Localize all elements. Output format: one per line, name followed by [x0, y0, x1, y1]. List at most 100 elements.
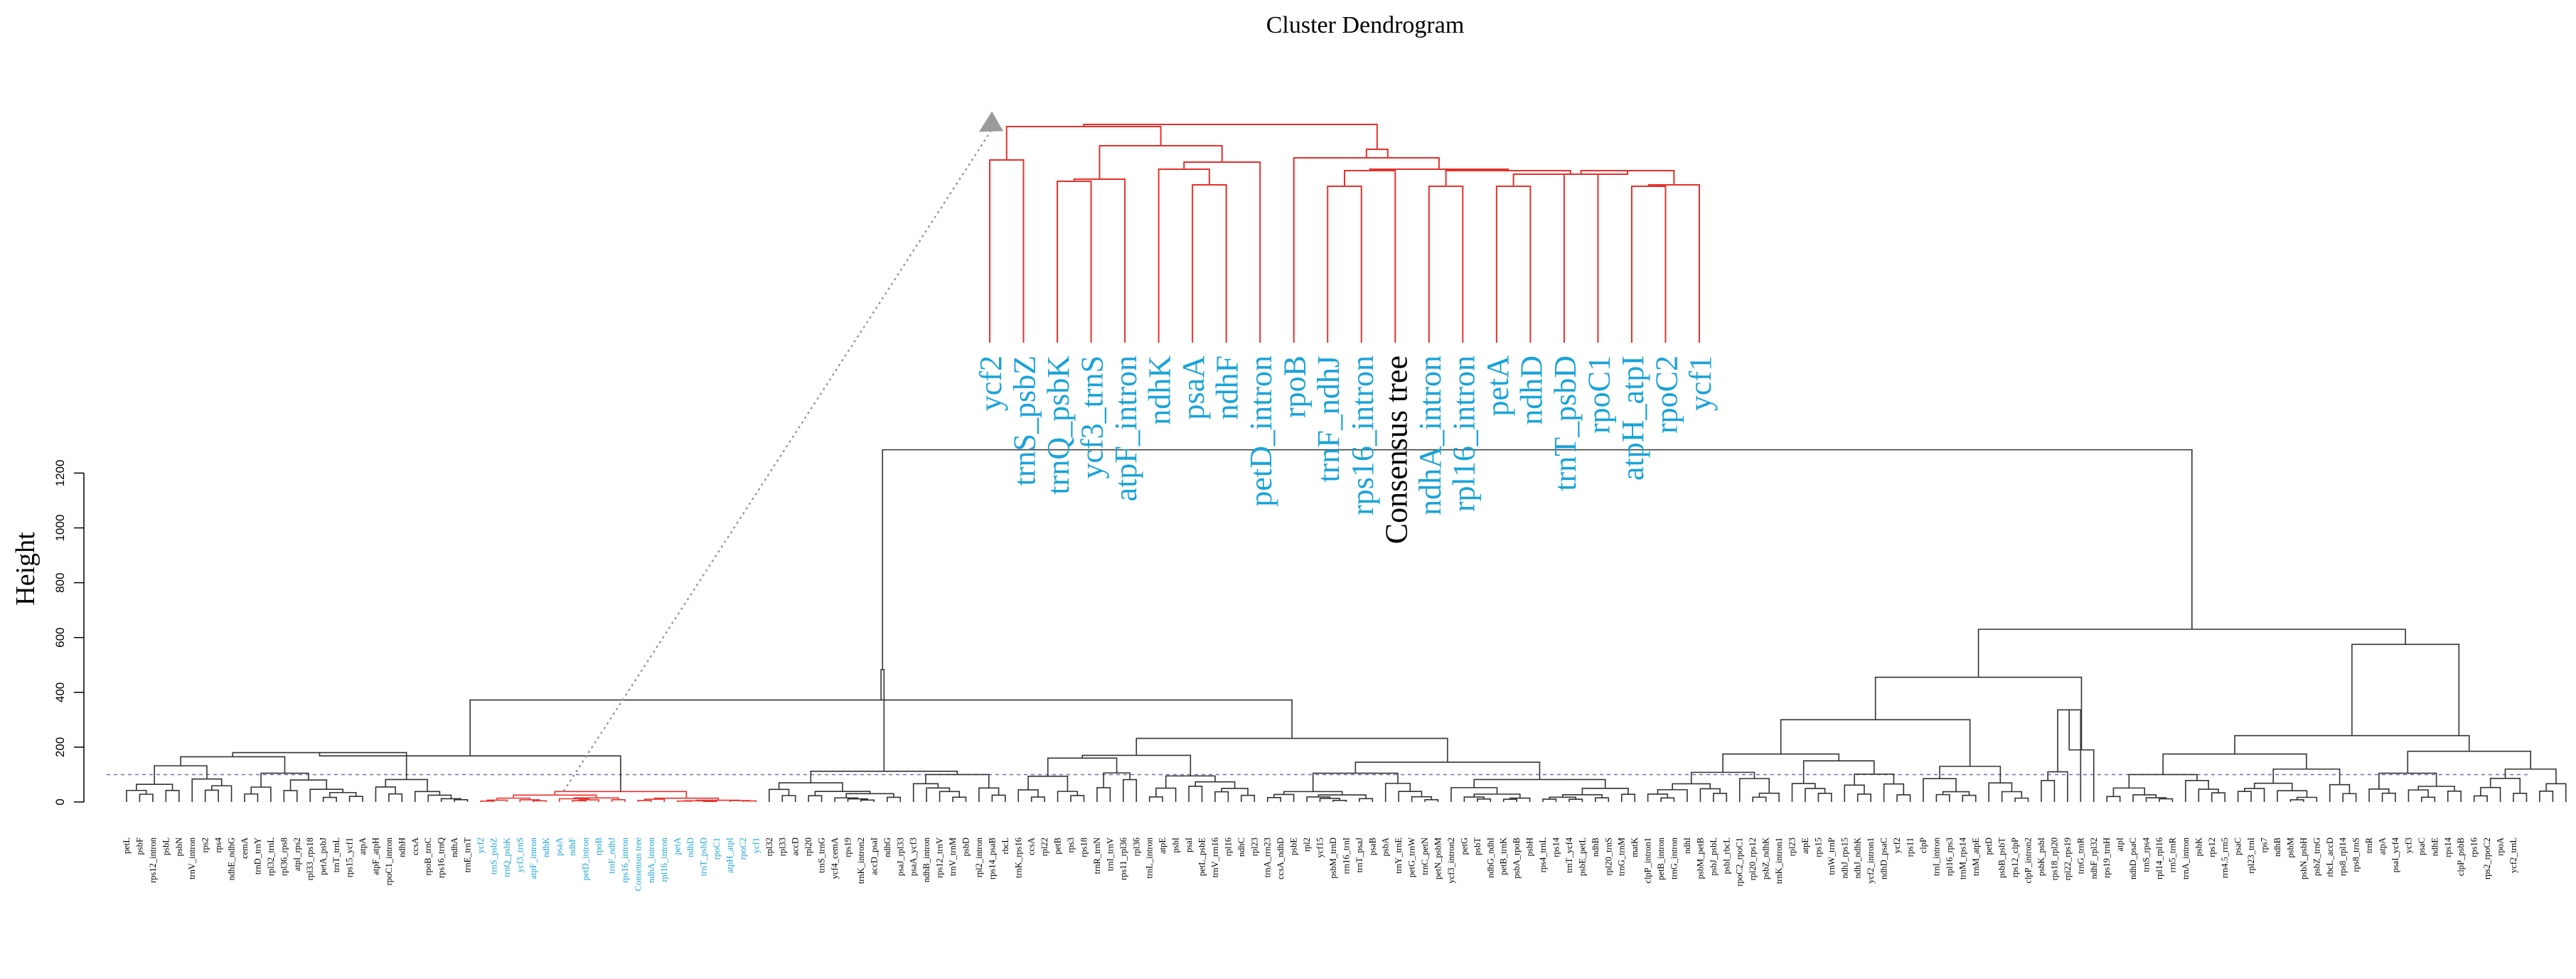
- dendrogram-link-139: [2014, 797, 2029, 802]
- leaf-label: rpl33: [777, 838, 787, 856]
- zoom-leaf-label: rpl16_intron: [1446, 355, 1481, 512]
- dendrogram-link-176: [2473, 795, 2488, 802]
- dendrogram-link-112: [1354, 761, 1541, 780]
- leaf-label: ndhI: [1682, 838, 1692, 854]
- dendrogram-link-23: [414, 791, 441, 802]
- leaf-label: psbM_trnD: [1328, 838, 1338, 879]
- leaf-label: ycf2_intron1: [1866, 838, 1876, 884]
- zoom-link-1: [989, 159, 1025, 343]
- dendrogram-link-141: [1988, 782, 2013, 802]
- leaf-label: rps16_trnQ: [437, 838, 447, 878]
- dendrogram-link-132: [1883, 783, 1905, 802]
- zoom-link-13: [1647, 184, 1700, 343]
- leaf-label: trnT_psbD: [699, 838, 709, 876]
- leaf-label: rpl2: [1302, 838, 1312, 852]
- leaf-label: petL_psbE: [1197, 838, 1207, 877]
- leaf-label: rps18: [1079, 838, 1089, 857]
- leaf-label: rps15: [1813, 838, 1823, 857]
- leaf-label: ndhK: [541, 838, 551, 857]
- dendrogram-link-19: [375, 786, 396, 802]
- leaf-label: trnC_petN: [1420, 838, 1430, 875]
- dendrogram-link-65: [925, 774, 990, 788]
- dendrogram-link-102: [1473, 793, 1521, 798]
- leaf-label: rps2_rpoC2: [2482, 838, 2492, 879]
- leaf-label: psaI_ycf4: [2390, 837, 2400, 872]
- zoom-leaf-label: petA: [1480, 355, 1515, 417]
- leaf-label: ndhB_intron: [921, 837, 931, 882]
- leaf-label: ndhA: [449, 838, 459, 857]
- leaf-label: ycf15: [1315, 838, 1325, 857]
- leaf-label: rps14_psaB: [987, 838, 997, 879]
- leaf-label: atpA: [2378, 838, 2388, 855]
- dendrogram-link-66: [810, 771, 958, 783]
- dendrogram-link-164: [2253, 782, 2293, 791]
- dendrogram-link-56: [845, 793, 894, 798]
- zoom-arrow-line: [562, 129, 993, 792]
- leaf-label: petB: [1053, 838, 1063, 855]
- dendrogram-link-4: [136, 783, 173, 791]
- dendrogram-link-10: [250, 786, 272, 802]
- leaf-label: psbF: [134, 838, 144, 855]
- leaf-label: psbN_psbH: [2299, 838, 2309, 879]
- leaf-label: ycf2_trnL: [2508, 838, 2518, 873]
- dendrogram-link-186: [1977, 628, 2406, 678]
- dendrogram-link-38: [637, 800, 652, 802]
- dendrogram-link-124: [1738, 778, 1770, 802]
- leaf-label: rps3: [1066, 838, 1076, 853]
- highlighted-cluster-zoom: ycf2trnS_psbZtrnQ_psbKycf3_trnSatpF_intr…: [562, 111, 1718, 792]
- dendrogram-link-111: [1473, 779, 1606, 788]
- dendrogram-link-41: [702, 801, 717, 802]
- dendrogram-link-101: [1509, 797, 1531, 802]
- zoom-leaf-label: atpF_intron: [1108, 355, 1143, 501]
- dendrogram-link-145: [2041, 780, 2056, 802]
- dendrogram-link-149: [1874, 676, 2083, 750]
- leaf-label: rpl23: [1249, 838, 1259, 856]
- leaf-label: trnE_trnT: [463, 838, 473, 873]
- zoom-link-14: [1563, 173, 1599, 343]
- dendrogram-link-53: [847, 798, 868, 802]
- dendrogram-link-31: [496, 797, 530, 801]
- leaf-label: rpoC1_intron: [384, 837, 394, 885]
- leaf-label: rps19_trnH: [2102, 838, 2112, 878]
- leaf-label: rpoC1: [712, 838, 722, 860]
- zoom-leaf-label: atpH_atpI: [1615, 355, 1650, 481]
- zoom-leaf-label: ycf3_trnS: [1075, 355, 1110, 479]
- leaf-label: petA_psbJ: [319, 838, 328, 875]
- leaf-label: ndhF: [567, 838, 577, 856]
- dendrogram-link-21: [440, 798, 462, 802]
- dendrogram-link-80: [1241, 794, 1256, 802]
- leaf-label: petD_intron: [581, 837, 591, 880]
- leaf-label: ycf2: [1892, 838, 1902, 853]
- zoom-link-4: [1192, 184, 1227, 343]
- dendrogram-link-100: [1502, 798, 1517, 802]
- leaf-label: ycf2: [476, 838, 486, 853]
- dendrogram-link-70: [1057, 791, 1079, 802]
- leaf-label: atpH_atpI: [725, 838, 734, 873]
- dendrogram-link-104: [1542, 798, 1557, 802]
- leaf-label: matK: [1630, 838, 1640, 857]
- leaf-label: atpF_intron: [528, 837, 538, 879]
- dendrogram-link-93: [1424, 799, 1439, 802]
- leaf-label: trnA_intron: [2181, 837, 2191, 879]
- leaf-label: rpl16: [1223, 838, 1233, 856]
- leaf-label: psbK: [2193, 838, 2203, 856]
- dendrogram-link-1: [139, 793, 154, 802]
- dendrogram-link-178: [2513, 792, 2528, 802]
- leaf-label: trnT_psaJ: [1354, 838, 1364, 872]
- dendrogram-link-81: [1221, 788, 1249, 796]
- dendrogram-link-90: [1359, 798, 1374, 802]
- zoom-leaf-label: ycf1: [1683, 355, 1718, 411]
- zoom-link-9: [1327, 186, 1362, 343]
- leaf-label: rpl20_trnS: [1603, 838, 1613, 876]
- zoom-link-22: [1083, 124, 1378, 149]
- dendrogram-link-58: [778, 782, 843, 792]
- leaf-label: rpl2_intron: [974, 837, 984, 877]
- dendrogram-link-25: [180, 756, 286, 774]
- dendrogram-link-144: [1780, 719, 1971, 766]
- zoom-link-12: [1630, 186, 1667, 343]
- leaf-label: atpI: [2115, 838, 2125, 851]
- y-tick-label-400: 400: [53, 683, 67, 702]
- dendrogram-link-172: [2407, 789, 2429, 802]
- leaf-label: psbI_rbcL: [1721, 838, 1731, 874]
- leaf-label: trnI_intron: [1931, 837, 1941, 876]
